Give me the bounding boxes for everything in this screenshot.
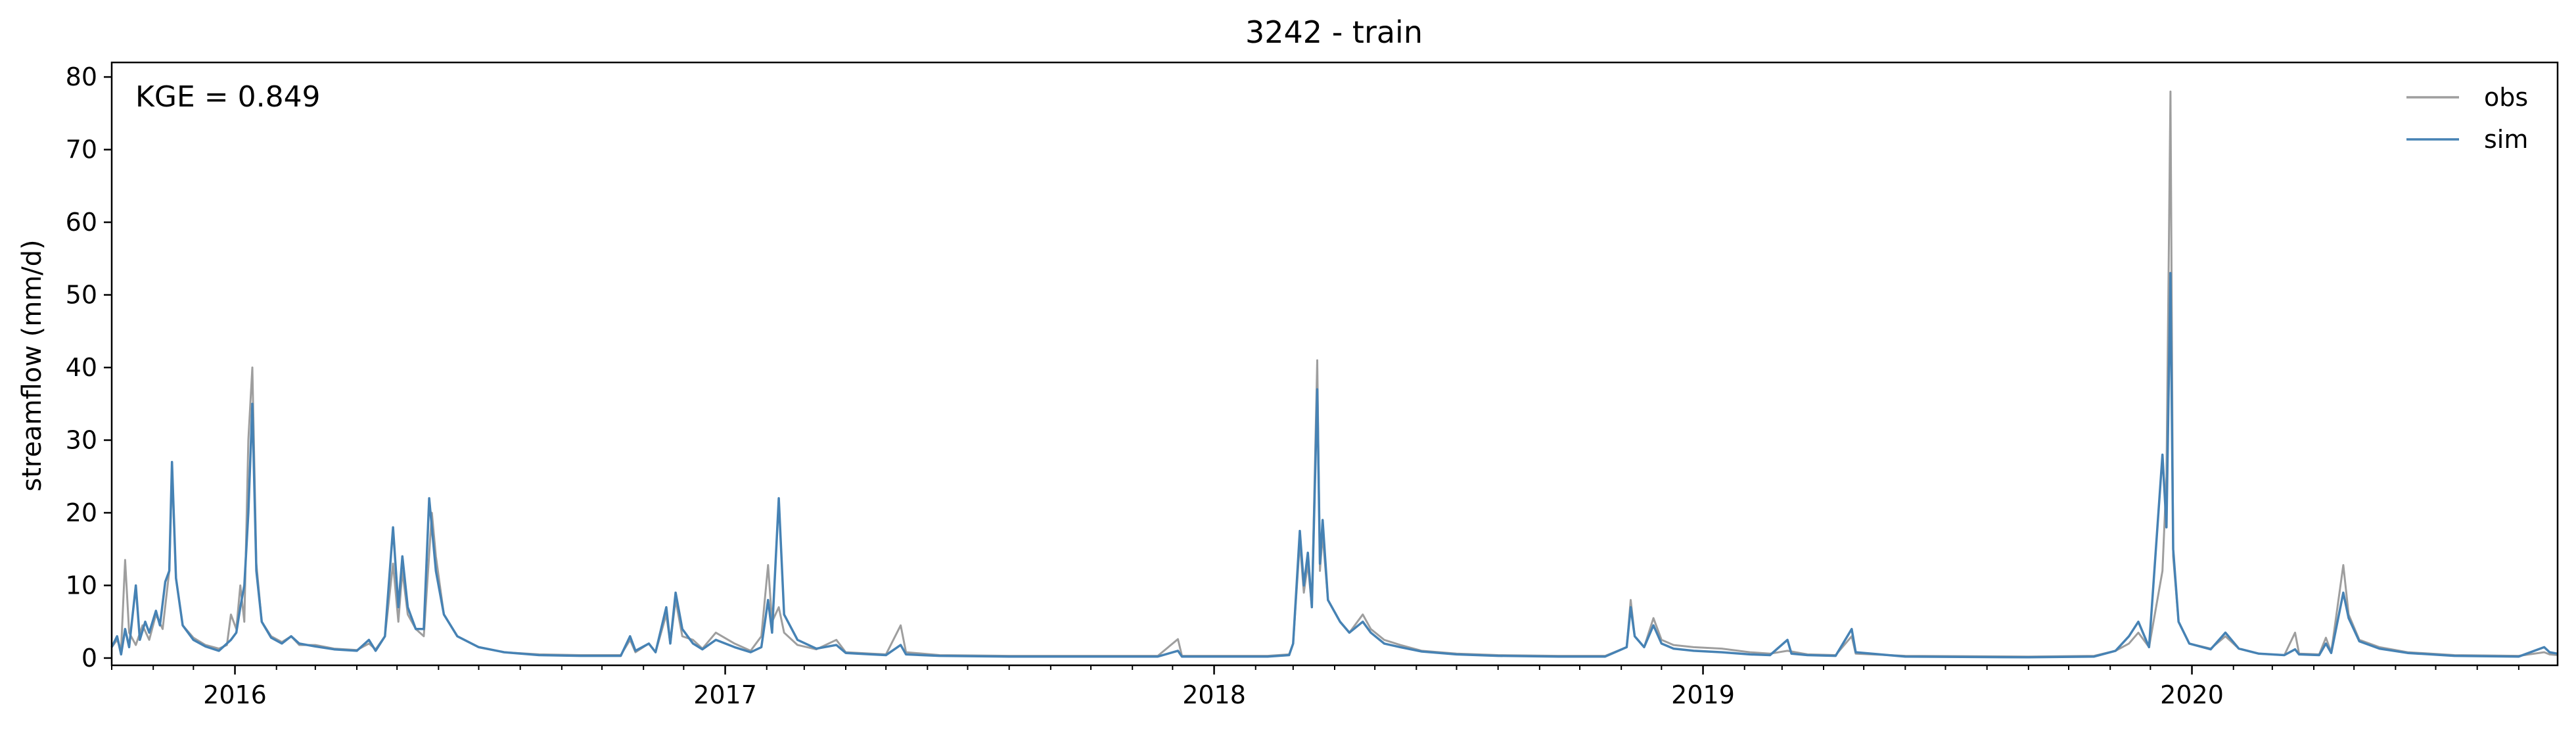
chart-title: 3242 - train — [1245, 14, 1423, 50]
y-axis-ticks: 0 10 20 30 40 50 60 70 80 — [66, 62, 112, 673]
x-tick-label: 2017 — [693, 680, 757, 709]
legend-label-sim: sim — [2484, 125, 2528, 154]
x-tick-label: 2019 — [1671, 680, 1735, 709]
y-tick-label: 40 — [66, 353, 97, 382]
y-tick-label: 0 — [81, 644, 97, 673]
y-tick-label: 70 — [66, 135, 97, 164]
y-tick-label: 30 — [66, 426, 97, 455]
series-layer — [110, 90, 2558, 659]
y-tick-label: 20 — [66, 498, 97, 527]
kge-annotation: KGE = 0.849 — [135, 80, 321, 114]
y-tick-label: 80 — [66, 62, 97, 91]
y-tick-label: 60 — [66, 208, 97, 237]
y-tick-label: 50 — [66, 281, 97, 310]
legend-label-obs: obs — [2484, 83, 2528, 112]
x-axis-ticks: 2016 2017 2018 2019 2020 — [111, 665, 2519, 709]
legend: obs sim — [2406, 83, 2528, 154]
x-tick-label: 2020 — [2160, 680, 2224, 709]
series-line-sim — [110, 272, 2558, 659]
x-tick-label: 2018 — [1182, 680, 1246, 709]
plot-frame — [110, 61, 2559, 667]
y-tick-label: 10 — [66, 571, 97, 600]
plot-area: 0 10 20 30 40 50 60 70 80 2016 2017 2018 2019 2020 — [66, 61, 2559, 709]
x-tick-label: 2016 — [203, 680, 267, 709]
y-axis-label: streamflow (mm/d) — [17, 239, 47, 491]
